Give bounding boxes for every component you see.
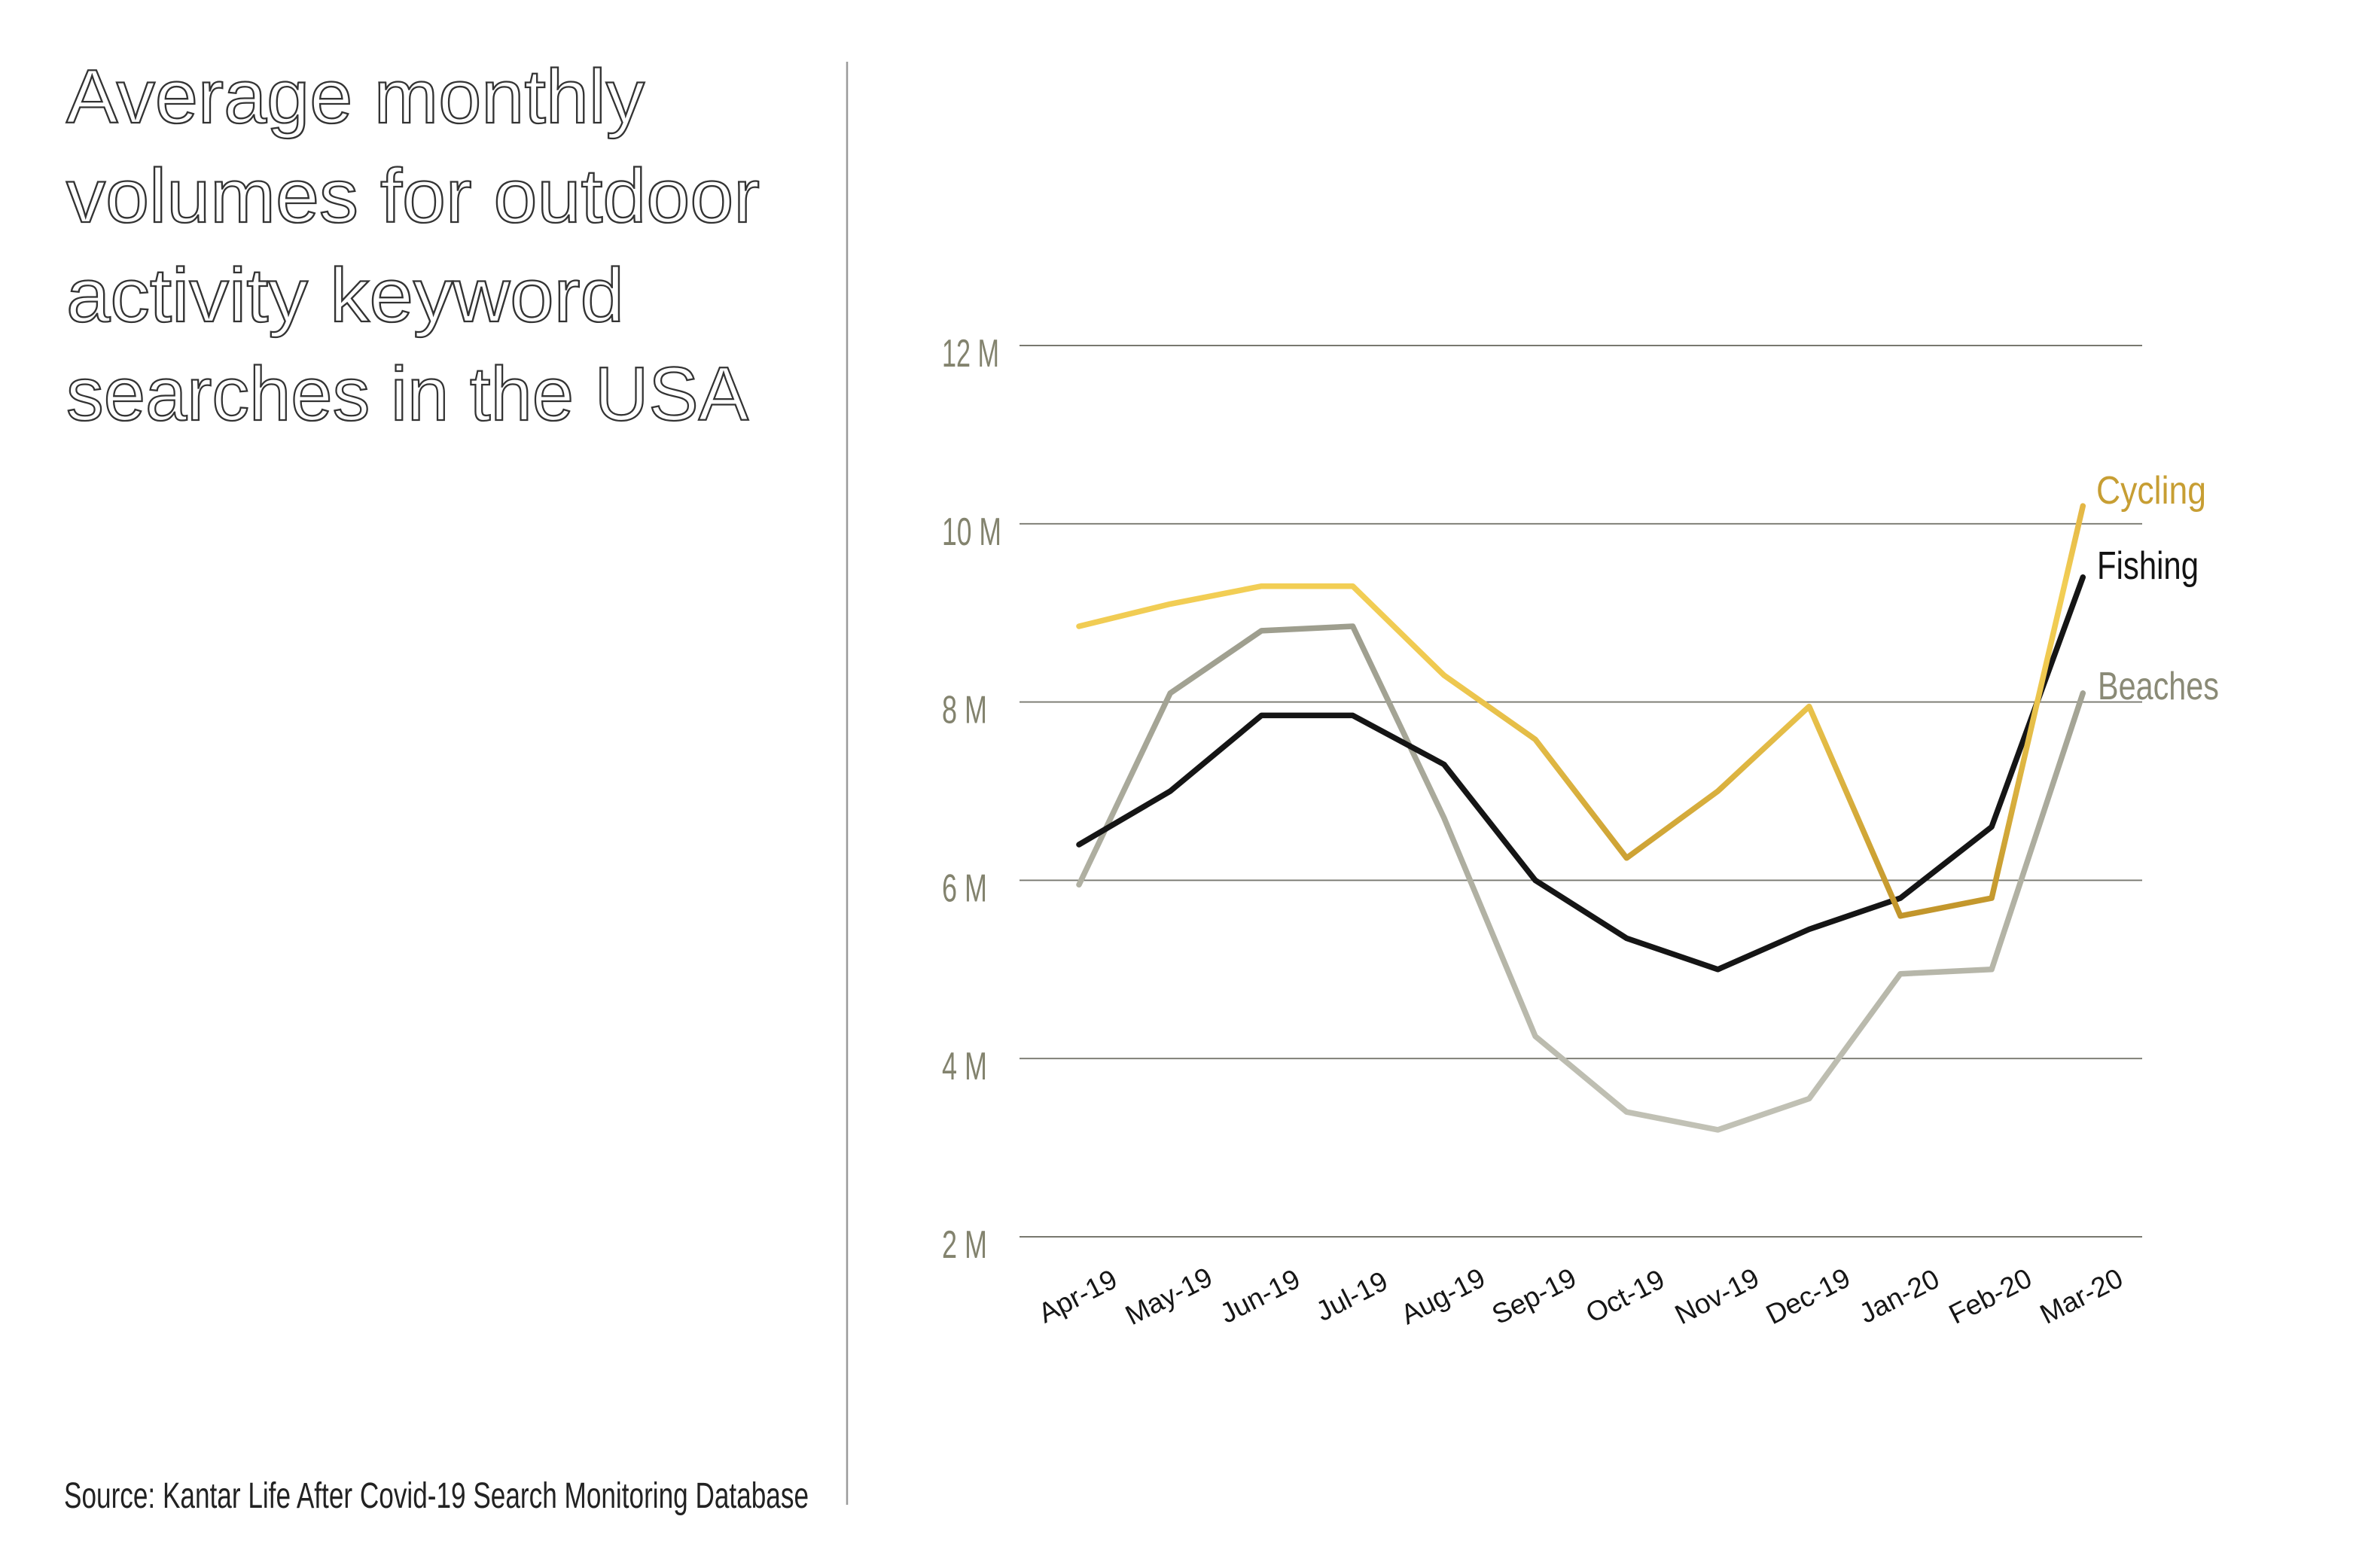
svg-text:Oct-19: Oct-19: [1581, 1263, 1670, 1329]
svg-text:6 M: 6 M: [942, 866, 987, 910]
svg-text:Average monthly: Average monthly: [66, 55, 645, 139]
svg-text:Mar-20: Mar-20: [2035, 1262, 2128, 1330]
svg-text:activity keyword: activity keyword: [66, 254, 624, 338]
svg-text:volumes for outdoor: volumes for outdoor: [66, 154, 760, 239]
svg-text:Source: Kantar Life After Covi: Source: Kantar Life After Covid-19 Searc…: [64, 1476, 809, 1516]
svg-text:Feb-20: Feb-20: [1944, 1262, 2037, 1330]
svg-text:Jan-20: Jan-20: [1855, 1263, 1944, 1329]
svg-text:4 M: 4 M: [942, 1045, 987, 1088]
svg-text:2 M: 2 M: [942, 1223, 987, 1267]
svg-text:Fishing: Fishing: [2097, 544, 2199, 588]
svg-text:12 M: 12 M: [942, 332, 999, 376]
svg-text:Aug-19: Aug-19: [1396, 1262, 1490, 1331]
svg-text:8 M: 8 M: [942, 689, 987, 732]
svg-text:Dec-19: Dec-19: [1761, 1262, 1855, 1331]
svg-text:Beaches: Beaches: [2098, 665, 2219, 708]
svg-text:Cycling: Cycling: [2096, 469, 2206, 513]
svg-text:Nov-19: Nov-19: [1670, 1262, 1764, 1331]
svg-text:Jun-19: Jun-19: [1215, 1263, 1305, 1329]
svg-text:Jul-19: Jul-19: [1311, 1265, 1392, 1327]
svg-text:10 M: 10 M: [942, 510, 1001, 554]
svg-text:May-19: May-19: [1120, 1262, 1218, 1332]
svg-text:Sep-19: Sep-19: [1487, 1262, 1581, 1331]
svg-text:Apr-19: Apr-19: [1034, 1263, 1123, 1329]
svg-text:searches in the USA: searches in the USA: [66, 352, 749, 437]
